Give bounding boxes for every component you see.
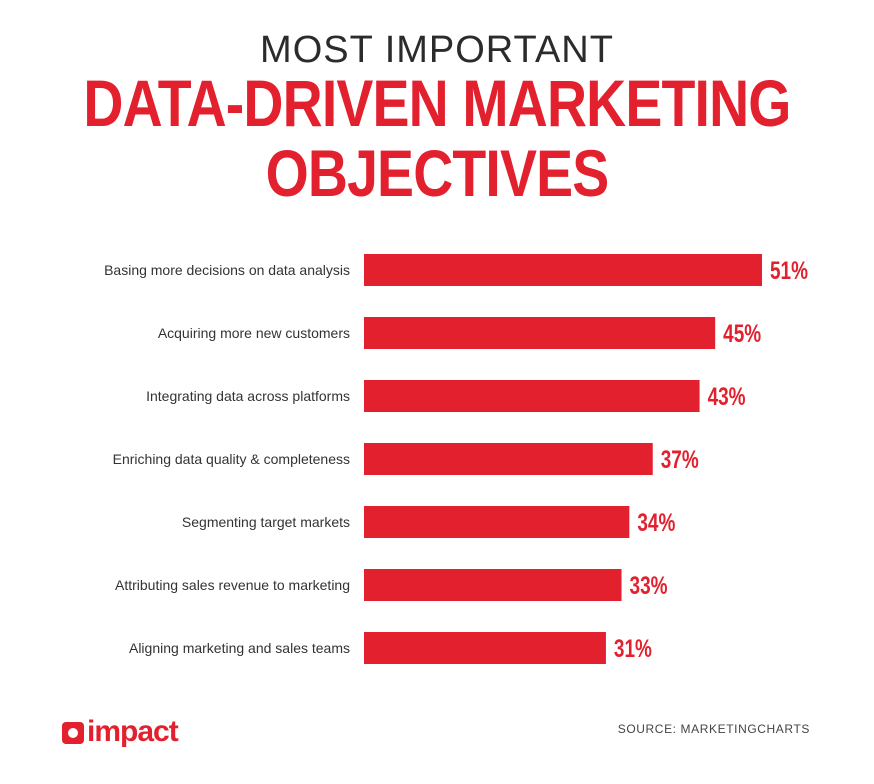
category-label: Acquiring more new customers: [158, 325, 350, 341]
title-main-line-1: DATA-DRIVEN MARKETING: [83, 66, 791, 140]
bar-chart: Basing more decisions on data analysis 51…: [104, 254, 808, 664]
bar: [364, 569, 622, 601]
value-label: 31%: [614, 635, 652, 663]
category-label: Integrating data across platforms: [146, 388, 350, 404]
bar: [364, 632, 606, 664]
title-main: DATA-DRIVEN MARKETING OBJECTIVES: [70, 68, 804, 208]
category-label: Attributing sales revenue to marketing: [115, 577, 350, 593]
source-note: SOURCE: MARKETINGCHARTS: [617, 722, 810, 736]
impact-logo-icon: [62, 722, 84, 744]
title-main-line-2: OBJECTIVES: [265, 136, 610, 210]
bar: [364, 443, 653, 475]
value-label: 34%: [637, 509, 675, 537]
value-label: 51%: [770, 257, 808, 285]
category-label: Aligning marketing and sales teams: [129, 640, 350, 656]
value-label: 33%: [630, 572, 668, 600]
category-label: Enriching data quality & completeness: [113, 451, 350, 467]
bar: [364, 254, 762, 286]
bar: [364, 506, 630, 538]
title-top: MOST IMPORTANT: [260, 29, 614, 71]
category-label: Basing more decisions on data analysis: [104, 262, 350, 278]
value-label: 37%: [661, 446, 699, 474]
value-label: 45%: [723, 320, 761, 348]
category-label: Segmenting target markets: [182, 514, 350, 530]
impact-logo: impact: [62, 714, 179, 750]
bar: [364, 317, 716, 349]
brand-name: impact: [87, 715, 179, 748]
value-label: 43%: [708, 383, 746, 411]
bar: [364, 380, 700, 412]
